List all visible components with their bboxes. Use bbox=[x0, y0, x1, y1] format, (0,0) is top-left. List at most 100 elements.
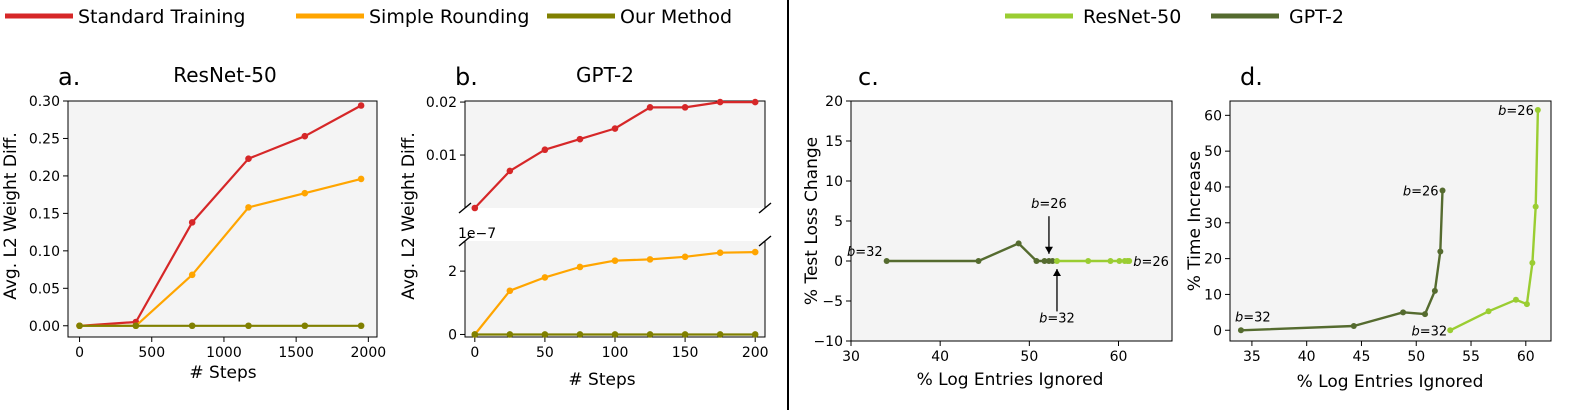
panel-a-ytick-label: 0.20 bbox=[29, 169, 60, 185]
panel-b-upper-standard-training-point bbox=[716, 98, 724, 106]
panel-c-gpt-2-point bbox=[975, 258, 982, 264]
panel-a-standard-training-point bbox=[301, 132, 309, 140]
panel-a-letter: a. bbox=[58, 63, 80, 91]
panel-d-resnet-50-point bbox=[1523, 301, 1530, 308]
legend-label-our-method: Our Method bbox=[620, 6, 732, 28]
panel-b-upper-ytick-label: 0.01 bbox=[426, 148, 457, 164]
panel-a-standard-training-line bbox=[79, 104, 362, 327]
panel-d-xtick-label: 45 bbox=[1353, 349, 1371, 365]
panel-a-plot-area bbox=[67, 100, 378, 338]
panel-a: a. ResNet-50 # Steps Avg. L2 Weight Diff… bbox=[1, 63, 386, 383]
panel-b-lower-our-method-point bbox=[611, 331, 619, 338]
panel-c-resnet-50-point bbox=[1126, 258, 1133, 264]
panel-b-lower-simple-rounding-point bbox=[646, 256, 654, 263]
panel-a-xtick-label: 1500 bbox=[278, 345, 314, 361]
panel-b-axis-break-mark bbox=[758, 202, 772, 214]
panel-c-annotation-label: b=32 bbox=[1039, 312, 1075, 327]
panel-c-gpt-2-point bbox=[1033, 258, 1040, 264]
panel-b-xtick-label: 200 bbox=[742, 345, 769, 361]
panel-b-xlabel: # Steps bbox=[568, 370, 635, 390]
panel-c-annotation-arrowhead bbox=[1052, 269, 1061, 276]
panel-d-annotation-label: b=26 bbox=[1498, 104, 1534, 119]
legend-right: ResNet-50 GPT-2 bbox=[1005, 6, 1344, 28]
panel-b-title: GPT-2 bbox=[576, 63, 634, 87]
panel-a-our-method-point bbox=[132, 322, 140, 330]
panel-c-letter: c. bbox=[858, 63, 879, 91]
panel-b-lower-our-method-point bbox=[506, 331, 514, 338]
panel-b-lower-simple-rounding-point bbox=[576, 263, 584, 271]
panel-d-plot-area bbox=[1229, 100, 1552, 342]
panel-b-upper-standard-training-point bbox=[611, 125, 619, 132]
panel-b-lower-our-method-point bbox=[541, 331, 549, 338]
panel-c-resnet-50-point bbox=[1085, 258, 1092, 264]
panel-b-letter: b. bbox=[455, 63, 478, 91]
panel-c-annotation-label: b=26 bbox=[1133, 255, 1169, 270]
panel-b-lower-our-method-point bbox=[646, 331, 654, 338]
panel-b-axis-break-mark bbox=[458, 202, 472, 214]
panel-c-annotation-label: b=32 bbox=[847, 245, 883, 260]
panel-a-our-method-point bbox=[245, 322, 252, 330]
panel-b-upper-standard-training-point bbox=[506, 167, 514, 175]
panel-c-xtick-label: 60 bbox=[1110, 349, 1128, 365]
panel-d-resnet-50-point bbox=[1532, 203, 1539, 210]
panel-c-ytick-label: 10 bbox=[825, 174, 843, 190]
panel-d-gpt-2-point bbox=[1439, 187, 1446, 194]
panel-c-ytick-label: 20 bbox=[825, 94, 843, 110]
panel-b-xtick-label: 0 bbox=[470, 345, 479, 361]
panel-b-lower-our-method-point bbox=[471, 331, 479, 338]
panel-b-xtick-label: 100 bbox=[602, 345, 629, 361]
panel-d-ytick-label: 50 bbox=[1204, 144, 1222, 160]
panel-a-ytick-label: 0.25 bbox=[29, 131, 60, 147]
panel-d-ytick-label: 0 bbox=[1213, 323, 1222, 339]
panel-b-lower-our-method-point bbox=[716, 331, 724, 338]
panel-c-ylabel: % Test Loss Change bbox=[802, 137, 822, 305]
panel-b-lower-simple-rounding-point bbox=[716, 249, 724, 257]
panel-d: d. % Log Entries Ignored % Time Increase… bbox=[1185, 63, 1552, 392]
panel-b-lower-simple-rounding-point bbox=[611, 257, 619, 264]
panel-c-xtick-label: 50 bbox=[1020, 349, 1038, 365]
panel-d-resnet-50-point bbox=[1447, 327, 1454, 334]
panel-c-xtick-label: 40 bbox=[931, 349, 949, 365]
panel-d-gpt-2-point bbox=[1431, 287, 1438, 294]
panel-d-xtick-label: 40 bbox=[1298, 349, 1316, 365]
panel-c-plot-area bbox=[850, 100, 1173, 342]
panel-d-ylabel: % Time Increase bbox=[1185, 151, 1205, 292]
panel-c-xtick-label: 30 bbox=[842, 349, 860, 365]
panel-b-lower-our-method-point bbox=[576, 331, 584, 338]
panel-d-ytick-label: 30 bbox=[1204, 216, 1222, 232]
panel-d-xtick-label: 55 bbox=[1462, 349, 1480, 365]
panel-b-offset-label: 1e−7 bbox=[458, 226, 496, 242]
panel-b-lower-simple-rounding-point bbox=[541, 274, 549, 281]
panel-b-upper-frame bbox=[464, 100, 766, 208]
panel-b-upper-standard-training-point bbox=[646, 104, 654, 111]
panel-a-standard-training-point bbox=[357, 102, 365, 109]
panel-a-xtick-label: 0 bbox=[75, 345, 84, 361]
panel-d-ytick-label: 20 bbox=[1204, 252, 1222, 268]
panel-c-ytick-label: −5 bbox=[822, 294, 843, 310]
panel-b: b. GPT-2 # Steps Avg. L2 Weight Diff. 1e… bbox=[399, 63, 772, 390]
panel-d-xtick-label: 35 bbox=[1243, 349, 1261, 365]
panel-d-resnet-50-point bbox=[1512, 296, 1519, 303]
legend-label-resnet-50: ResNet-50 bbox=[1083, 6, 1181, 28]
panel-d-annotation-label: b=26 bbox=[1403, 185, 1439, 200]
panel-a-our-method-point bbox=[357, 322, 365, 330]
panel-a-our-method-point bbox=[76, 322, 83, 330]
legend-label-simple-rounding: Simple Rounding bbox=[369, 6, 529, 28]
panel-a-ytick-label: 0.30 bbox=[29, 94, 60, 110]
panel-d-gpt-2-point bbox=[1400, 309, 1407, 316]
panel-d-gpt-2-point bbox=[1350, 322, 1357, 329]
panel-a-simple-rounding-point bbox=[188, 271, 196, 279]
panel-c-ytick-label: 15 bbox=[825, 134, 843, 150]
panel-a-xtick-label: 2000 bbox=[351, 345, 387, 361]
panel-c-ytick-label: −10 bbox=[813, 334, 843, 350]
panel-b-lower-our-method-point bbox=[751, 331, 759, 338]
panel-b-lower-ytick-label: 2 bbox=[448, 264, 457, 280]
panel-b-lower-ytick-label: 0 bbox=[448, 327, 457, 343]
panel-a-our-method-point bbox=[188, 322, 196, 330]
panel-b-ylabel: Avg. L2 Weight Diff. bbox=[399, 132, 419, 300]
panel-c-annotation-label: b=26 bbox=[1031, 197, 1067, 212]
legend-left: Standard Training Simple Rounding Our Me… bbox=[5, 6, 732, 28]
panel-d-xlabel: % Log Entries Ignored bbox=[1297, 372, 1484, 392]
panel-a-xtick-label: 1000 bbox=[206, 345, 242, 361]
